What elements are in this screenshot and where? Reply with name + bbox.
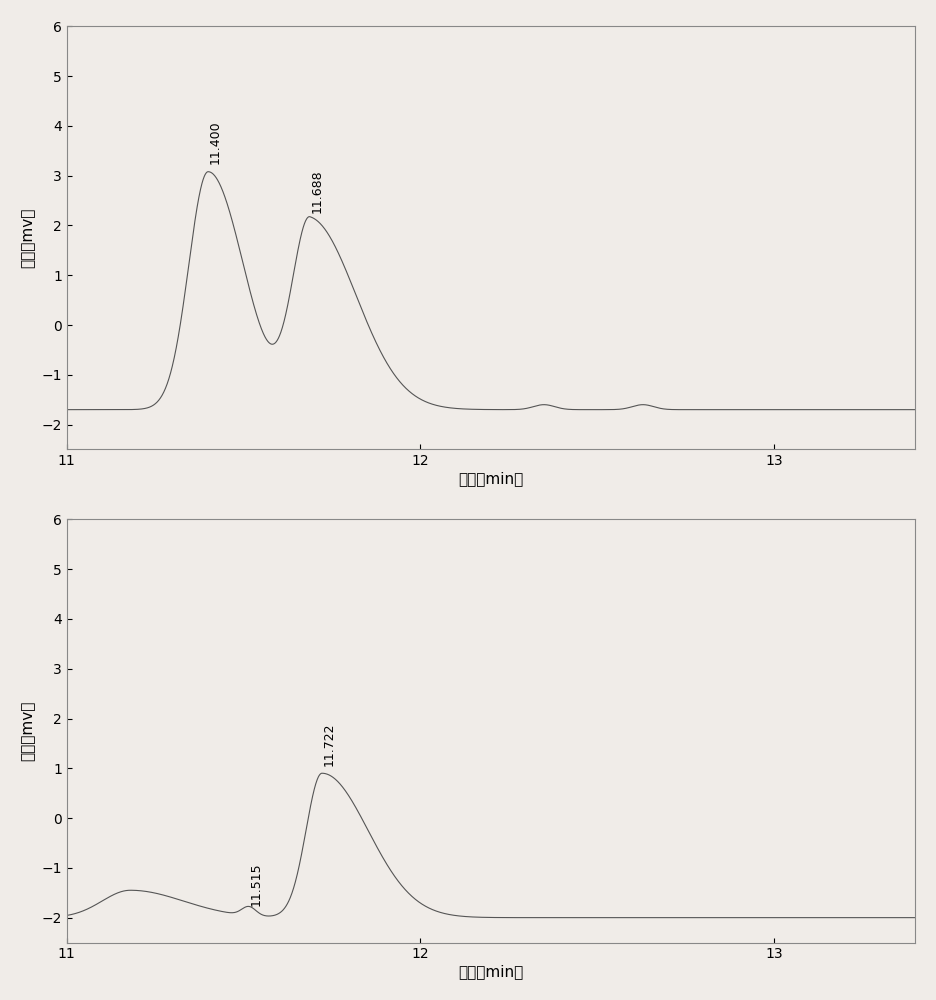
Text: 11.515: 11.515 — [249, 863, 262, 906]
X-axis label: 时间（min）: 时间（min） — [459, 964, 523, 979]
Y-axis label: 电压（mv）: 电压（mv） — [21, 701, 36, 761]
Text: 11.722: 11.722 — [323, 722, 335, 766]
Text: 11.400: 11.400 — [209, 121, 222, 164]
Text: 11.688: 11.688 — [311, 169, 324, 213]
X-axis label: 时间（min）: 时间（min） — [459, 471, 523, 486]
Y-axis label: 电压（mv）: 电压（mv） — [21, 208, 36, 268]
